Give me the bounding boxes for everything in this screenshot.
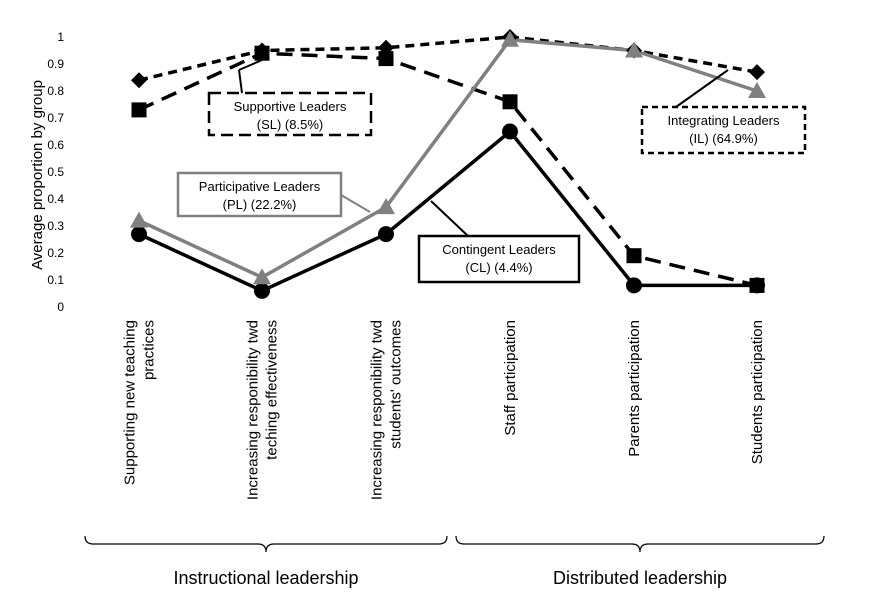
data-point-pl [501,30,519,47]
category-label-line: Supporting new teaching [122,320,139,485]
data-point-pl [253,268,271,285]
annotation-box [417,234,581,284]
category-label-line: Students participation [749,320,766,464]
category-label-line: practices [141,320,158,380]
group-label: Instructional leadership [173,568,358,588]
data-point-cl [502,123,518,140]
data-point-il [131,72,147,89]
category-label-line: Parents participation [626,320,643,457]
category-label: Parents participation [626,320,643,457]
annotation-box [640,105,807,155]
data-point-pl [130,211,148,228]
data-point-cl [131,226,147,243]
group-brace [84,535,448,553]
series-markers [130,29,766,299]
data-point-cl [378,226,394,243]
data-point-pl [625,41,643,58]
category-label: Increasing responibility twd students' ou… [369,320,405,500]
annotation-leader-line [238,59,263,71]
annotation-label: (SL) (8.5%) [257,117,323,132]
category-label-line: teching effectiveness [264,320,281,460]
y-tick-label: 0.9 [47,57,64,71]
category-label-line: students' outcomes [388,320,405,449]
annotation-label: Integrating Leaders [667,113,780,128]
y-tick-label: 0.1 [47,273,64,287]
y-axis-label: Average proportion by group [29,80,46,270]
series-line-il [138,35,758,82]
y-tick-label: 0.2 [47,246,64,260]
data-point-sl [626,248,642,264]
data-point-sl [502,94,518,110]
annotation-leader-line [340,194,371,213]
group-brace [455,535,825,553]
y-tick-label: 0.8 [47,84,64,98]
annotation-label: (CL) (4.4%) [465,260,532,275]
y-tick-label: 0.3 [47,219,64,233]
annotation-label: Supportive Leaders [234,99,347,114]
annotation-pl: Participative Leaders (PL) (22.2%) [176,171,371,218]
series-annotations: Integrating Leaders (IL) (64.9%) Supportiv… [176,59,807,284]
group-1: Distributed leadership [455,535,825,588]
annotation-label: (IL) (64.9%) [689,131,758,146]
data-point-il [378,39,394,56]
annotation-label: Participative Leaders [199,179,321,194]
group-0: Instructional leadership [84,535,448,588]
group-braces: Instructional leadership Distributed lead… [84,535,825,588]
annotation-box [176,171,343,218]
y-tick-label: 0.7 [47,111,64,125]
annotation-label: (PL) (22.2%) [223,197,297,212]
annotation-il: Integrating Leaders (IL) (64.9%) [640,69,807,155]
y-tick-label: 0.6 [47,138,64,152]
series-line-cl [138,129,757,293]
data-point-sl [378,51,394,67]
series-line-sl [138,51,758,288]
y-tick-label: 1 [57,30,64,44]
data-point-sl [131,102,147,118]
category-label: Staff participation [502,320,519,436]
annotation-leader-line [238,69,243,94]
y-axis: 0 0.1 0.2 0.3 0.4 0.5 0.6 0.7 0.8 0.9 1 [47,30,64,314]
annotation-leader-line [675,69,729,108]
data-point-cl [626,277,642,294]
data-point-cl [749,277,765,294]
y-tick-label: 0.4 [47,192,64,206]
annotation-cl: Contingent Leaders (CL) (4.4%) [417,200,581,284]
y-tick-label: 0 [57,300,64,314]
data-point-il [749,64,765,81]
series-line-pl [138,37,758,280]
series-lines [138,35,758,293]
data-point-pl [748,82,766,98]
data-point-cl [254,282,270,299]
category-labels: Supporting new teaching practices Increasi… [122,320,767,500]
category-label-line: Staff participation [502,320,519,436]
group-label: Distributed leadership [553,568,727,588]
category-label-line: Increasing responibility twd [369,320,386,500]
annotation-box [207,91,373,137]
data-point-pl [377,198,395,215]
annotation-sl: Supportive Leaders (SL) (8.5%) [207,59,373,137]
data-point-il [254,42,270,59]
category-label-line: Increasing responibility twd [245,320,262,500]
category-label: Supporting new teaching practices [122,320,158,485]
y-tick-label: 0.5 [47,165,64,179]
annotation-label: Contingent Leaders [442,242,556,257]
category-label: Students participation [749,320,766,464]
category-label: Increasing responibility twd teching effe… [245,320,281,500]
annotation-leader-line [430,200,469,237]
